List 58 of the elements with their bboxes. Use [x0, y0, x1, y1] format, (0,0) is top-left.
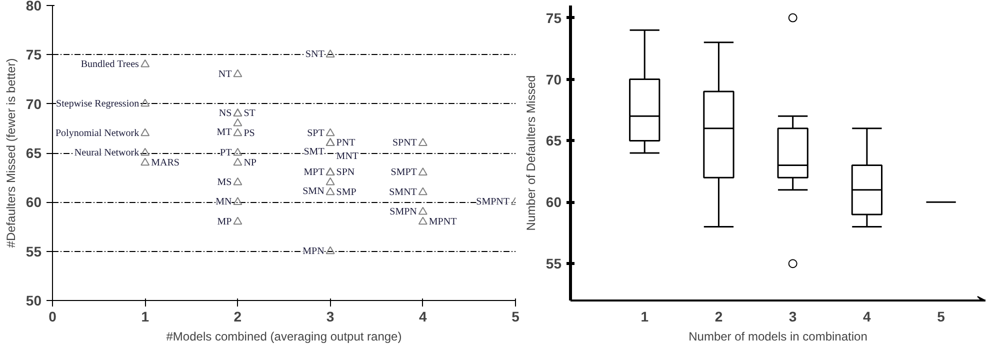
annotation: MARS — [151, 157, 180, 168]
annotation: PS — [244, 128, 255, 139]
x-axis-title: Number of models in combination — [688, 330, 868, 344]
annotation: MT — [216, 127, 232, 138]
annotation: NS — [218, 108, 232, 120]
x-tick-label: 2 — [714, 308, 723, 324]
annotation: SMNT — [389, 186, 417, 198]
annotation: MPNT — [428, 216, 457, 228]
annotation: PNT — [336, 138, 356, 149]
annotation: SMN — [302, 186, 324, 197]
x-tick-label: 4 — [419, 308, 428, 324]
y-tick-label: 65 — [26, 145, 42, 161]
annotation: PT — [220, 148, 232, 158]
y-axis-title: Number of Defaulters Missed — [524, 75, 538, 231]
x-tick-label: 1 — [141, 308, 150, 324]
annotation: MNT — [336, 151, 359, 162]
annotation: Bundled Trees — [80, 59, 140, 70]
y-tick-label: 55 — [546, 256, 562, 272]
annotation: Stepwise Regression — [56, 98, 140, 110]
annotation: MPT — [304, 167, 324, 178]
annotation: SPNT — [392, 138, 417, 149]
x-tick-label: 1 — [640, 308, 649, 324]
x-tick-label: 3 — [788, 308, 797, 324]
annotation: ST — [244, 108, 256, 120]
x-axis-title: #Models combined (averaging output range) — [166, 330, 402, 344]
annotation: NP — [244, 157, 257, 168]
y-axis-title: #Defaulters Missed (fewer is better) — [4, 58, 18, 248]
annotation: Neural Network — [74, 148, 140, 158]
annotation: NT — [218, 68, 232, 80]
annotation: SMPT — [390, 167, 417, 178]
annotation: MPN — [302, 246, 324, 257]
annotation: SNT — [305, 49, 324, 60]
annotation: SMP — [336, 186, 357, 198]
y-tick-label: 70 — [26, 96, 42, 112]
annotation: SPN — [336, 167, 355, 178]
annotation: MN — [216, 196, 232, 208]
annotation: MS — [217, 177, 232, 188]
annotation: MP — [217, 216, 232, 228]
x-tick-label: 5 — [512, 308, 520, 324]
x-tick-label: 3 — [326, 308, 334, 324]
y-tick-label: 75 — [26, 46, 42, 63]
x-tick-label: 0 — [48, 308, 57, 324]
x-tick-label: 4 — [863, 308, 872, 324]
y-tick-label: 60 — [546, 194, 562, 210]
annotation: SMPNT — [476, 196, 510, 208]
annotation: SMT — [304, 146, 324, 158]
x-tick-label: 5 — [937, 308, 946, 324]
annotation: SPT — [307, 128, 324, 139]
y-tick-label: 75 — [546, 10, 562, 26]
annotation: Polynomial Network — [55, 128, 140, 139]
y-tick-label: 80 — [26, 0, 42, 14]
y-tick-label: 55 — [26, 243, 42, 260]
y-tick-label: 50 — [26, 292, 42, 308]
y-tick-label: 65 — [546, 132, 562, 149]
x-tick-label: 2 — [234, 308, 242, 324]
y-tick-label: 70 — [546, 71, 562, 88]
y-tick-label: 60 — [26, 194, 42, 210]
annotation: SMPN — [390, 206, 417, 218]
